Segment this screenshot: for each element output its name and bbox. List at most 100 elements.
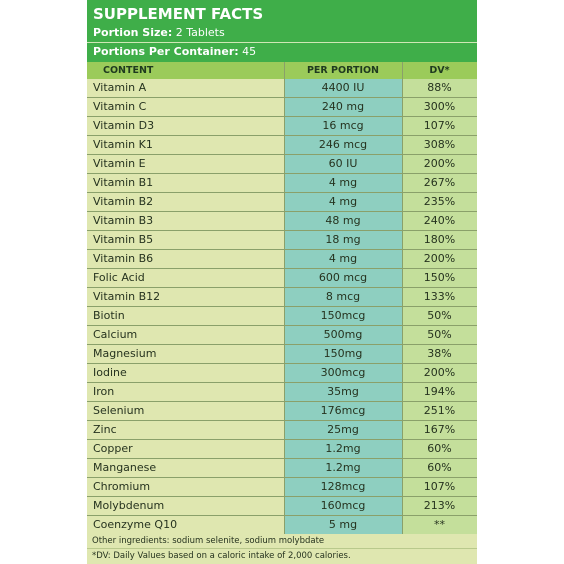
nutrient-daily-value: 251% (423, 404, 456, 417)
table-row: Vitamin B5 18 mg 180% (87, 231, 477, 250)
nutrient-daily-value: 300% (423, 100, 456, 113)
supplement-facts-panel: SUPPLEMENT FACTS Portion Size: 2 Tablets… (87, 0, 477, 564)
footnote-divider (87, 548, 477, 549)
footnotes: Other ingredients: sodium selenite, sodi… (87, 534, 477, 564)
nutrient-name: Coenzyme Q10 (93, 518, 178, 531)
nutrient-name: Vitamin B1 (93, 176, 154, 189)
column-header-content: CONTENT (103, 65, 154, 76)
nutrient-daily-value: 107% (423, 119, 456, 132)
nutrient-name: Copper (93, 442, 133, 455)
nutrient-amount: 8 mcg (325, 290, 361, 303)
nutrient-amount: 128mcg (320, 480, 366, 493)
portions-per-container-line: Portions Per Container: 45 (93, 45, 256, 58)
nutrient-amount: 176mcg (320, 404, 366, 417)
nutrient-daily-value: 133% (423, 290, 456, 303)
portions-value: 45 (238, 45, 257, 58)
nutrient-name: Vitamin B12 (93, 290, 161, 303)
nutrient-name: Calcium (93, 328, 138, 341)
table-row: Vitamin C 240 mg 300% (87, 98, 477, 117)
nutrient-amount: 35mg (327, 385, 359, 398)
nutrient-amount: 1.2mg (325, 442, 361, 455)
nutrient-daily-value: 235% (423, 195, 456, 208)
portion-size-line: Portion Size: 2 Tablets (93, 26, 225, 39)
nutrient-amount: 160mcg (320, 499, 366, 512)
table-row: Vitamin B2 4 mg 235% (87, 193, 477, 212)
nutrient-amount: 1.2mg (325, 461, 361, 474)
nutrient-amount: 4 mg (328, 176, 358, 189)
nutrient-amount: 4 mg (328, 195, 358, 208)
table-row: Vitamin B6 4 mg 200% (87, 250, 477, 269)
daily-value-note: *DV: Daily Values based on a caloric int… (92, 551, 351, 561)
nutrient-daily-value: 88% (427, 81, 452, 94)
nutrient-name: Vitamin A (93, 81, 147, 94)
nutrient-daily-value: 180% (423, 233, 456, 246)
table-row: Folic Acid 600 mcg 150% (87, 269, 477, 288)
table-row: Chromium 128mcg 107% (87, 478, 477, 497)
table-row: Vitamin K1 246 mcg 308% (87, 136, 477, 155)
other-ingredients-note: Other ingredients: sodium selenite, sodi… (92, 536, 325, 546)
nutrient-name: Biotin (93, 309, 125, 322)
table-row: Coenzyme Q10 5 mg ** (87, 516, 477, 535)
nutrient-amount: 25mg (327, 423, 359, 436)
nutrient-name: Vitamin B5 (93, 233, 154, 246)
nutrient-amount: 300mcg (320, 366, 366, 379)
nutrient-name: Magnesium (93, 347, 157, 360)
table-row: Iron 35mg 194% (87, 383, 477, 402)
nutrient-daily-value: 50% (427, 309, 452, 322)
nutrient-name: Vitamin D3 (93, 119, 155, 132)
table-row: Selenium 176mcg 251% (87, 402, 477, 421)
nutrient-amount: 150mg (323, 347, 363, 360)
nutrient-name: Folic Acid (93, 271, 145, 284)
column-header-per-portion: PER PORTION (306, 65, 380, 76)
nutrient-daily-value: 38% (427, 347, 452, 360)
nutrient-name: Iodine (93, 366, 127, 379)
nutrient-name: Vitamin C (93, 100, 147, 113)
nutrient-daily-value: 167% (423, 423, 456, 436)
nutrient-amount: 5 mg (328, 518, 358, 531)
supplement-facts-header: SUPPLEMENT FACTS Portion Size: 2 Tablets… (87, 0, 477, 62)
portions-label: Portions Per Container: (93, 45, 239, 58)
nutrient-daily-value: 200% (423, 252, 456, 265)
table-row: Molybdenum 160mcg 213% (87, 497, 477, 516)
nutrient-name: Vitamin B3 (93, 214, 154, 227)
nutrient-daily-value: 50% (427, 328, 452, 341)
column-header-row: CONTENT PER PORTION DV* (87, 62, 477, 79)
table-row: Biotin 150mcg 50% (87, 307, 477, 326)
header-divider (87, 42, 477, 43)
nutrient-name: Manganese (93, 461, 157, 474)
nutrient-daily-value: 213% (423, 499, 456, 512)
nutrient-amount: 150mcg (320, 309, 366, 322)
nutrient-name: Vitamin E (93, 157, 146, 170)
nutrient-name: Chromium (93, 480, 151, 493)
nutrient-amount: 240 mg (321, 100, 365, 113)
nutrient-daily-value: 150% (423, 271, 456, 284)
nutrient-amount: 18 mg (325, 233, 361, 246)
table-row: Iodine 300mcg 200% (87, 364, 477, 383)
nutrient-daily-value: 240% (423, 214, 456, 227)
table-row: Vitamin A 4400 IU 88% (87, 79, 477, 98)
nutrient-amount: 600 mcg (318, 271, 368, 284)
nutrient-amount: 48 mg (325, 214, 361, 227)
nutrient-name: Vitamin K1 (93, 138, 153, 151)
nutrient-daily-value: 107% (423, 480, 456, 493)
column-header-dv: DV* (429, 65, 450, 76)
table-row: Copper 1.2mg 60% (87, 440, 477, 459)
column-divider (402, 62, 403, 534)
table-row: Vitamin B3 48 mg 240% (87, 212, 477, 231)
column-divider (284, 62, 285, 534)
table-row: Vitamin B1 4 mg 267% (87, 174, 477, 193)
nutrient-name: Vitamin B6 (93, 252, 154, 265)
nutrient-name: Molybdenum (93, 499, 165, 512)
nutrient-amount: 16 mcg (322, 119, 364, 132)
nutrient-name: Selenium (93, 404, 145, 417)
nutrient-daily-value: 200% (423, 366, 456, 379)
nutrient-amount: 500mg (323, 328, 363, 341)
nutrient-name: Vitamin B2 (93, 195, 154, 208)
table-row: Vitamin E 60 IU 200% (87, 155, 477, 174)
table-row: Manganese 1.2mg 60% (87, 459, 477, 478)
portion-size-value: 2 Tablets (172, 26, 225, 39)
table-row: Vitamin D3 16 mcg 107% (87, 117, 477, 136)
table-row: Zinc 25mg 167% (87, 421, 477, 440)
nutrient-daily-value: 267% (423, 176, 456, 189)
portion-size-label: Portion Size: (93, 26, 173, 39)
